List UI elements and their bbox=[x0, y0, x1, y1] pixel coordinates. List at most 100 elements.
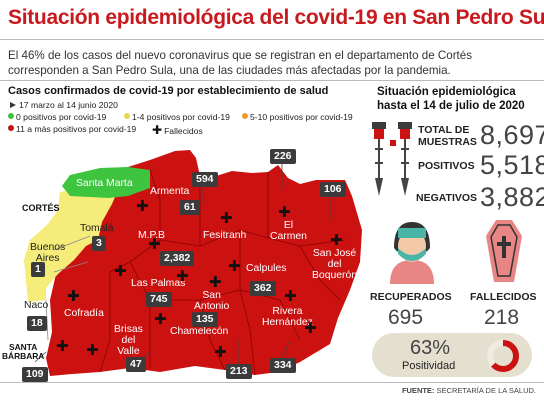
legend-eleven-label: 11 a más positivos por covid-19 bbox=[16, 124, 137, 134]
legend-deaths: ✚ Fallecidos bbox=[152, 123, 203, 137]
zone-naco: Naco bbox=[24, 300, 49, 311]
border-11 bbox=[239, 289, 256, 376]
zone-buenos-aires: Buenos Aires bbox=[30, 242, 65, 264]
rivera-line-1: Rivera bbox=[272, 306, 303, 317]
death-cross-icon: ✚ bbox=[67, 288, 80, 305]
red-dot-icon bbox=[8, 125, 14, 131]
positividad-label: Positividad bbox=[402, 360, 456, 372]
side-heading: Situación epidemiológica hasta el 14 de j… bbox=[377, 85, 525, 113]
death-cross-icon: ✚ bbox=[114, 263, 127, 280]
death-cross-icon: ✚ bbox=[330, 232, 343, 249]
border-yellow-2 bbox=[53, 235, 91, 251]
death-cross-icon: ✚ bbox=[209, 274, 222, 291]
border-yellow-1 bbox=[53, 261, 89, 273]
death-cross-icon: ✚ bbox=[228, 258, 241, 275]
count-fesitranh: 594 bbox=[192, 172, 218, 187]
recuperados-label: RECUPERADOS bbox=[370, 291, 452, 303]
map-heading: Casos confirmados de covid-19 por establ… bbox=[8, 85, 329, 97]
total-label-line-1: TOTAL DE bbox=[418, 124, 470, 136]
total-value: 8,697 bbox=[480, 120, 544, 150]
border-6 bbox=[129, 261, 241, 301]
positivos-value: 5,518 bbox=[480, 150, 544, 180]
san-jose-line-3: Boquerón bbox=[312, 270, 358, 281]
source-label: FUENTE: bbox=[401, 386, 435, 395]
leader-334 bbox=[281, 339, 291, 359]
title-divider bbox=[0, 39, 544, 40]
count-cofradia: 109 bbox=[22, 367, 48, 382]
brisas-line-2: del bbox=[121, 335, 136, 346]
zone-san-jose: San José del Boquerón bbox=[312, 248, 357, 281]
zone-rivera: Rivera Hernández bbox=[262, 306, 313, 328]
rivera-line-2: Hernández bbox=[262, 317, 313, 328]
zone-mpb: M.P.B bbox=[138, 230, 165, 241]
border-yellow-3 bbox=[45, 299, 49, 341]
border-4 bbox=[267, 172, 346, 247]
yellow-zone bbox=[24, 182, 118, 302]
legend-date: 17 marzo al 14 junio 2020 bbox=[10, 100, 118, 110]
legend-one-four: 1-4 positivos por covid-19 bbox=[124, 112, 230, 122]
legend-zero-label: 0 positivos por covid-19 bbox=[16, 112, 107, 122]
zone-cofradia: Cofradía bbox=[64, 308, 104, 319]
death-cross-icon: ✚ bbox=[154, 311, 167, 328]
death-cross-icon: ✚ bbox=[56, 338, 69, 355]
positividad-value: 63% bbox=[410, 337, 451, 359]
source-note: FUENTE: SECRETARÍA DE LA SALUD. bbox=[402, 386, 536, 395]
death-cross-icon: ✚ bbox=[278, 204, 291, 221]
legend-zero: 0 positivos por covid-19 bbox=[8, 112, 106, 122]
zone-el-carmen: El Carmen bbox=[270, 220, 307, 242]
death-cross-icon: ✚ bbox=[214, 344, 227, 361]
legend-date-label: 17 marzo al 14 junio 2020 bbox=[19, 100, 118, 110]
san-antonio-line-2: Antonio bbox=[194, 301, 230, 312]
arrow-icon bbox=[10, 102, 16, 108]
count-chamelecon: 213 bbox=[226, 364, 252, 379]
donut-arc bbox=[487, 340, 519, 372]
intro-text: El 46% de los casos del nuevo coronaviru… bbox=[8, 49, 473, 77]
negativos-label: NEGATIVOS bbox=[416, 192, 478, 204]
el-carmen-line-1: El bbox=[283, 220, 294, 231]
count-mpb: 2,382 bbox=[160, 251, 195, 266]
count-buenos-aires: 1 bbox=[31, 262, 45, 277]
zone-chamelecon: Chamelecón bbox=[170, 326, 229, 337]
legend-five-ten: 5-10 positivos por covid-19 bbox=[242, 112, 353, 122]
leader-109 bbox=[34, 351, 47, 363]
death-cross-icon: ✚ bbox=[86, 342, 99, 359]
recuperados-value: 695 bbox=[388, 306, 424, 329]
positividad-donut bbox=[487, 340, 519, 372]
death-cross-icon: ✚ bbox=[136, 198, 149, 215]
death-cross-icon: ✚ bbox=[304, 320, 317, 337]
zone-santa-marta: Santa Marta bbox=[76, 178, 133, 189]
zone-brisas: Brisas del Valle bbox=[114, 324, 143, 357]
negativos-value: 3,882 bbox=[480, 182, 544, 212]
count-san-antonio: 135 bbox=[192, 312, 218, 327]
yellow-dot-icon bbox=[124, 113, 130, 119]
green-zone bbox=[62, 167, 150, 198]
footer-divider bbox=[0, 382, 544, 383]
fallecidos-label: FALLECIDOS bbox=[470, 291, 537, 303]
border-2 bbox=[159, 229, 269, 247]
zone-tomala: Tomalá bbox=[80, 223, 114, 234]
total-label-line-2: MUESTRAS bbox=[418, 136, 477, 148]
count-naco: 18 bbox=[27, 316, 47, 331]
orange-dot-icon bbox=[242, 113, 248, 119]
brisas-line-1: Brisas bbox=[114, 324, 143, 335]
legend-eleven: 11 a más positivos por covid-19 bbox=[8, 124, 136, 134]
nurse-icon bbox=[390, 222, 434, 284]
death-cross-icon: ✚ bbox=[220, 210, 233, 227]
count-rivera: 334 bbox=[270, 358, 296, 373]
side-heading-line-2: hasta el 14 de julio de 2020 bbox=[377, 100, 525, 112]
border-10 bbox=[299, 245, 341, 301]
side-heading-line-1: Situación epidemiológica bbox=[377, 86, 516, 98]
count-las-palmas: 745 bbox=[146, 292, 172, 307]
count-armenta: 61 bbox=[180, 200, 200, 215]
buenos-aires-line-1: Buenos bbox=[30, 242, 66, 253]
total-label: TOTAL DE MUESTRAS bbox=[418, 124, 477, 148]
san-antonio-line-1: San bbox=[202, 290, 221, 301]
legend-five-ten-label: 5-10 positivos por covid-19 bbox=[250, 112, 353, 122]
santa-barbara-line-1: SANTA bbox=[9, 342, 38, 352]
death-cross-icon: ✚ bbox=[176, 268, 189, 285]
page-title: Situación epidemiológica del covid-19 en… bbox=[8, 6, 544, 29]
san-jose-line-2: del bbox=[327, 259, 342, 270]
positivos-label: POSITIVOS bbox=[418, 160, 475, 172]
zone-fesitranh: Fesitranh bbox=[203, 230, 247, 241]
fallecidos-value: 218 bbox=[484, 306, 520, 329]
